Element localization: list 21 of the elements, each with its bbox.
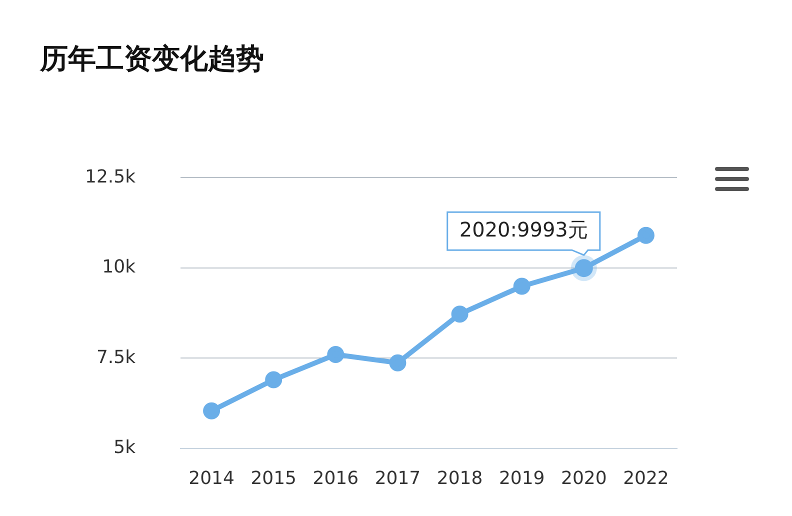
point (389, 354, 406, 372)
x-tick-label: 2015 (250, 468, 296, 489)
point (513, 278, 530, 295)
x-tick-label: 2019 (498, 468, 545, 489)
x-tick-label: 2022 (623, 468, 669, 489)
y-tick-label: 7.5k (96, 346, 136, 368)
x-tick-label: 2016 (312, 468, 359, 489)
x-tick-label: 2014 (188, 468, 234, 489)
point (327, 346, 344, 364)
point (451, 306, 468, 323)
annotation: 2020:9993元 (459, 217, 588, 242)
y-tick-label: 5k (114, 437, 136, 458)
chart-title: 历年工资变化趋势 (39, 42, 264, 76)
point (637, 226, 654, 244)
x-tick-label: 2018 (436, 468, 483, 489)
point (203, 402, 220, 420)
x-tick-label: 2017 (374, 468, 421, 489)
x-tick-label: 2020 (561, 468, 607, 489)
point (265, 371, 282, 388)
y-tick-label: 12.5k (84, 166, 136, 188)
y-tick-label: 10k (102, 256, 136, 278)
